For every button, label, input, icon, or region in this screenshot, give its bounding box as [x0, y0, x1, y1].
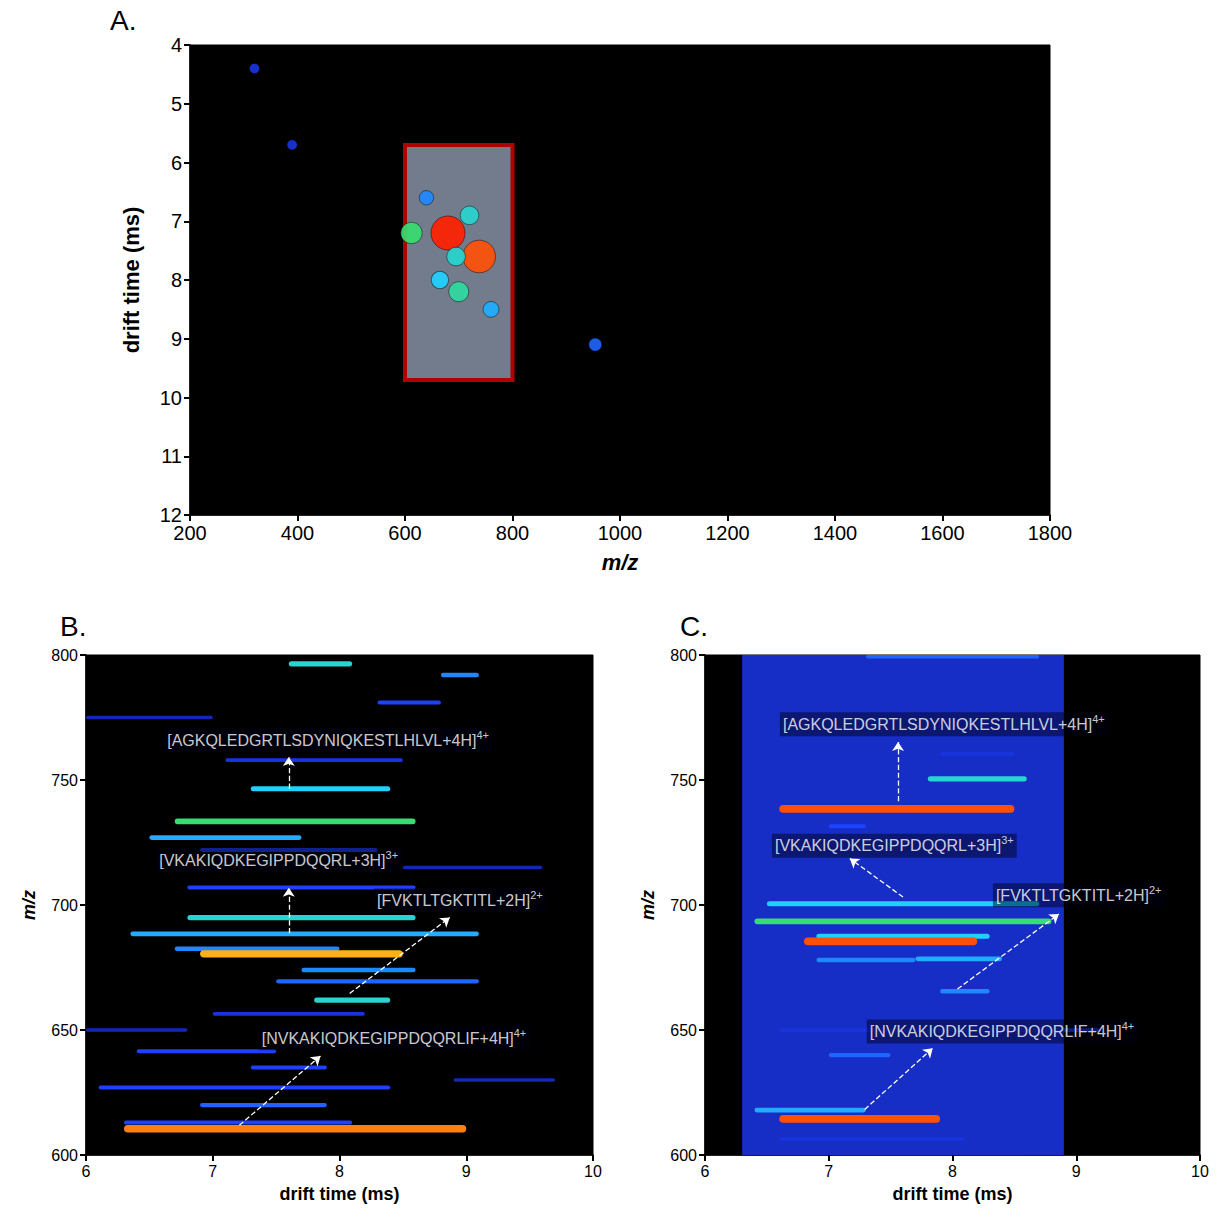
svg-text:600: 600 — [670, 1147, 697, 1164]
svg-text:7: 7 — [171, 210, 182, 232]
svg-text:650: 650 — [51, 1022, 78, 1039]
svg-text:11: 11 — [161, 445, 182, 467]
svg-text:drift time (ms): drift time (ms) — [279, 1184, 399, 1204]
svg-text:C.: C. — [680, 611, 708, 642]
svg-text:700: 700 — [51, 897, 78, 914]
svg-text:12: 12 — [159, 504, 182, 526]
svg-text:8: 8 — [335, 1163, 344, 1180]
svg-text:600: 600 — [51, 1147, 78, 1164]
svg-text:10: 10 — [1191, 1163, 1209, 1180]
svg-text:m/z: m/z — [19, 890, 39, 920]
svg-text:6: 6 — [82, 1163, 91, 1180]
svg-text:800: 800 — [496, 522, 529, 544]
svg-text:600: 600 — [388, 522, 421, 544]
svg-text:750: 750 — [51, 772, 78, 789]
svg-text:10: 10 — [160, 387, 182, 409]
svg-text:8: 8 — [171, 269, 182, 291]
svg-text:4+: 4+ — [1092, 713, 1105, 725]
svg-text:8: 8 — [948, 1163, 957, 1180]
svg-text:7: 7 — [824, 1163, 833, 1180]
svg-text:1600: 1600 — [920, 522, 965, 544]
svg-text:4+: 4+ — [514, 1027, 527, 1039]
svg-text:[NVKAKIQDKEGIPPDQQRLIF+4H]: [NVKAKIQDKEGIPPDQQRLIF+4H] — [262, 1030, 514, 1047]
svg-text:[NVKAKIQDKEGIPPDQQRLIF+4H]: [NVKAKIQDKEGIPPDQQRLIF+4H] — [870, 1023, 1122, 1040]
svg-text:[FVKTLTGKTITL+2H]: [FVKTLTGKTITL+2H] — [377, 892, 530, 909]
svg-text:7: 7 — [208, 1163, 217, 1180]
svg-text:800: 800 — [51, 647, 78, 664]
svg-text:1000: 1000 — [598, 522, 643, 544]
svg-text:800: 800 — [670, 647, 697, 664]
svg-text:400: 400 — [281, 522, 314, 544]
svg-text:3+: 3+ — [386, 849, 399, 861]
svg-text:650: 650 — [670, 1022, 697, 1039]
svg-text:2+: 2+ — [530, 889, 543, 901]
svg-text:[VKAKIQDKEGIPPDQQRL+3H]: [VKAKIQDKEGIPPDQQRL+3H] — [159, 852, 385, 869]
svg-text:[AGKQLEDGRTLSDYNIQKESTLHLVL+4H: [AGKQLEDGRTLSDYNIQKESTLHLVL+4H] — [167, 732, 476, 749]
svg-text:[FVKTLTGKTITL+2H]: [FVKTLTGKTITL+2H] — [996, 887, 1149, 904]
svg-text:B.: B. — [60, 611, 86, 642]
svg-text:1800: 1800 — [1028, 522, 1073, 544]
svg-text:3+: 3+ — [1001, 834, 1014, 846]
svg-text:A.: A. — [110, 5, 136, 36]
svg-text:9: 9 — [171, 328, 182, 350]
svg-text:9: 9 — [1072, 1163, 1081, 1180]
svg-text:10: 10 — [584, 1163, 602, 1180]
svg-text:6: 6 — [701, 1163, 710, 1180]
svg-text:1400: 1400 — [813, 522, 858, 544]
svg-text:4+: 4+ — [1122, 1020, 1135, 1032]
svg-text:4+: 4+ — [476, 729, 489, 741]
svg-text:[AGKQLEDGRTLSDYNIQKESTLHLVL+4H: [AGKQLEDGRTLSDYNIQKESTLHLVL+4H] — [783, 716, 1092, 733]
svg-text:2+: 2+ — [1149, 884, 1162, 896]
svg-text:5: 5 — [171, 93, 182, 115]
svg-text:6: 6 — [171, 152, 182, 174]
svg-text:drift time (ms): drift time (ms) — [892, 1184, 1012, 1204]
svg-text:9: 9 — [462, 1163, 471, 1180]
svg-text:m/z: m/z — [602, 550, 639, 575]
svg-text:[VKAKIQDKEGIPPDQQRL+3H]: [VKAKIQDKEGIPPDQQRL+3H] — [775, 837, 1001, 854]
svg-text:200: 200 — [173, 522, 206, 544]
svg-text:m/z: m/z — [638, 890, 658, 920]
svg-text:drift time (ms): drift time (ms) — [119, 207, 144, 354]
svg-text:1200: 1200 — [705, 522, 750, 544]
svg-text:750: 750 — [670, 772, 697, 789]
svg-text:4: 4 — [171, 34, 182, 56]
svg-text:700: 700 — [670, 897, 697, 914]
